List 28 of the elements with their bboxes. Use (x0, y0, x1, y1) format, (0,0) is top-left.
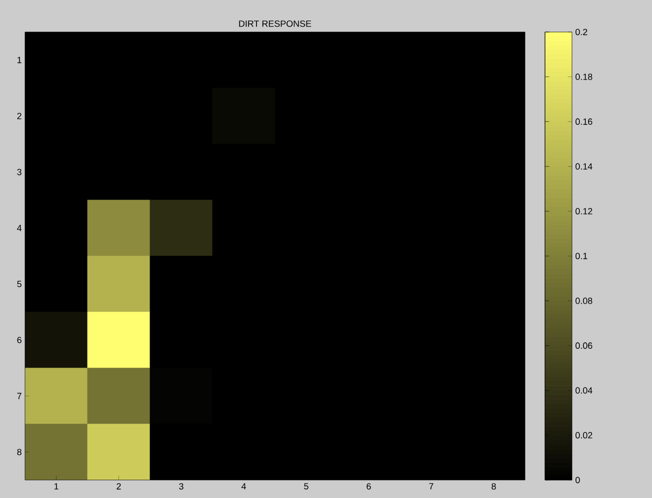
y-tick-label: 1 (18, 56, 22, 64)
color-bar-label: 0.02 (576, 432, 592, 438)
y-tick-label: 2 (17, 112, 22, 120)
color-bar-label: 0.08 (576, 298, 592, 304)
color-bar-label: 0.12 (576, 208, 592, 214)
color-bar-label: 0.06 (576, 342, 592, 349)
y-tick-label: 5 (17, 280, 22, 288)
x-tick-label: 2 (116, 483, 121, 490)
x-tick-label: 4 (241, 483, 246, 490)
x-tick-label: 3 (179, 483, 184, 490)
color-bar-label: 0.18 (576, 74, 592, 80)
x-tick-label: 7 (429, 483, 434, 490)
x-tick-label: 8 (492, 483, 496, 490)
color-bar-label: 0.2 (576, 28, 588, 36)
y-tick-label: 3 (17, 168, 22, 176)
y-tick-label: 6 (17, 336, 22, 344)
chart-title: DIRT RESPONSE (239, 20, 312, 27)
y-tick-label: 4 (17, 224, 22, 232)
color-bar-label: 0 (576, 476, 580, 484)
color-bar-label: 0.16 (576, 118, 592, 125)
color-bar-label: 0.14 (576, 163, 592, 170)
color-bar-label: 0.1 (576, 252, 588, 260)
y-tick-label: 7 (17, 392, 22, 400)
color-bar-label: 0.04 (576, 387, 592, 394)
y-tick-label: 8 (17, 448, 22, 456)
x-tick-label: 1 (54, 483, 58, 490)
x-tick-label: 6 (366, 483, 371, 490)
x-tick-label: 5 (304, 483, 308, 490)
